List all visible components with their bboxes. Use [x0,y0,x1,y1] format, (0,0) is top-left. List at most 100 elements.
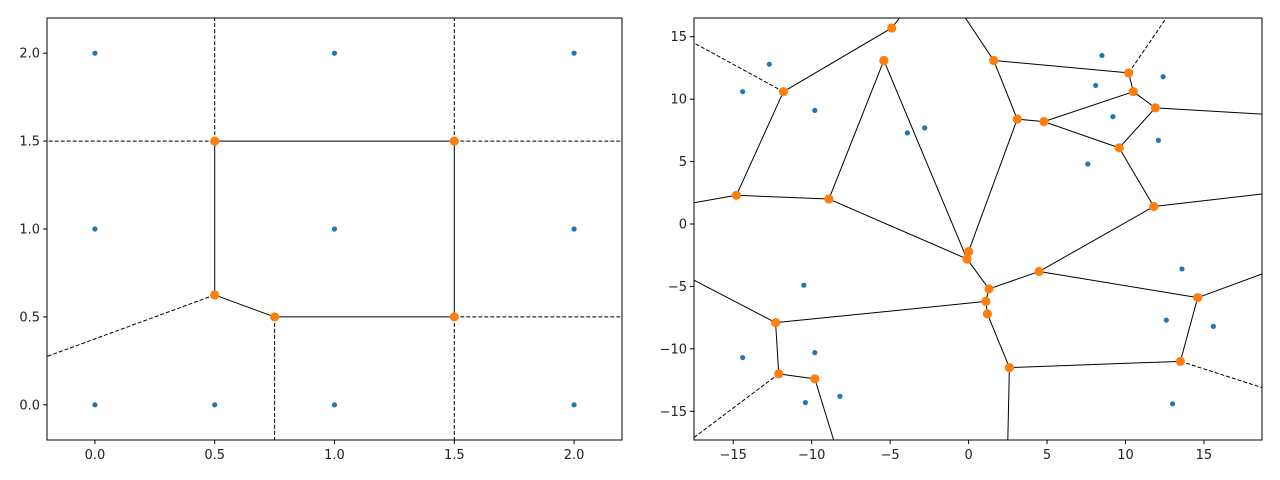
input-point [922,125,928,131]
y-tick-label: −10 [660,342,687,357]
input-point [1085,161,1091,167]
voronoi-vertex [1012,114,1022,124]
input-point [212,402,218,408]
voronoi-vertex [824,194,834,204]
x-tick-label: 0.5 [204,448,225,463]
finite-ridge [1179,297,1199,362]
infinite-ridge [1180,360,1262,389]
voronoi-vertex [963,246,974,257]
y-tick-label: 1.0 [19,223,40,238]
voronoi-vertex [810,374,820,384]
voronoi-vertex [1114,143,1124,153]
input-point [904,130,910,136]
input-point [1163,317,1169,323]
voronoi-vertex [1039,117,1049,127]
input-point [812,107,818,113]
input-point [802,399,809,406]
voronoi-vertex [989,55,999,66]
finite-ridge [968,118,1018,252]
x-tick-label: 15 [1196,448,1213,463]
voronoi-vertex [449,136,459,146]
voronoi-vertex [1175,356,1186,366]
input-point [812,350,818,356]
finite-ridge [1043,91,1134,123]
y-tick-label: 1.5 [19,135,40,150]
finite-ridge [1007,367,1010,440]
y-tick-label: 10 [670,93,687,108]
finite-ridge [814,378,835,440]
voronoi-vertex [1150,103,1160,113]
finite-ridge [1118,147,1155,207]
input-point [1099,52,1105,59]
x-tick-label: −15 [720,448,747,463]
x-tick-label: 10 [1117,448,1134,463]
x-tick-label: 1.0 [324,448,345,463]
finite-ridge [778,373,815,380]
finite-ridge [986,313,1010,368]
left-voronoi-panel: 0.0 0.5 1.0 1.5 2.0 0.0 0.5 1.0 1.5 2.0 [19,17,623,463]
input-point [92,226,98,232]
input-point [837,393,843,399]
finite-ridge [214,294,275,318]
input-point [1110,114,1116,120]
input-point [331,402,338,408]
y-tick-label: 15 [670,30,687,45]
plot-frame [693,17,1263,441]
finite-ridge [736,194,829,200]
voronoi-vertex [879,55,889,66]
voronoi-vertex [984,284,994,294]
input-point [740,89,746,95]
finite-ridge [694,194,737,204]
input-point [1155,137,1162,143]
right-voronoi-panel: −15 −10 −5 0 5 10 15 −15 −10 −5 0 5 10 15 [660,17,1263,463]
finite-ridge [783,27,892,93]
voronoi-vertex [778,87,789,97]
input-point [1179,266,1185,272]
y-tick-label: −15 [660,405,687,420]
voronoi-vertex [731,190,741,200]
voronoi-vertex [1004,362,1014,373]
voronoi-vertex [449,312,459,322]
voronoi-vertex [1128,87,1138,97]
finite-ridge [966,258,990,290]
plot-area [47,18,622,440]
input-point [1210,323,1216,329]
infinite-ridge [694,42,784,93]
input-point [766,61,772,67]
input-point [92,402,98,408]
input-point [331,50,338,56]
finite-ridge [1009,360,1181,369]
input-point [571,226,577,232]
finite-ridge [965,18,995,61]
y-tick-label: −5 [668,280,687,295]
voronoi-vertex [1034,266,1044,277]
voronoi-vertex [887,23,897,33]
input-point [740,354,746,361]
infinite-ridge [1128,18,1167,74]
voronoi-vertex [1193,293,1203,303]
finite-ridge [1118,107,1156,149]
finite-ridge [1197,273,1262,299]
finite-ridge [828,198,968,260]
finite-ridge [993,59,1129,74]
voronoi-vertex [1124,68,1134,78]
x-tick-label: −10 [798,448,825,463]
finite-ridge [775,322,780,374]
voronoi-vertex [770,318,781,328]
x-tick-label: 5 [1043,448,1051,463]
x-tick-label: 2.0 [564,448,585,463]
finite-ridge [735,91,784,196]
finite-ridge [1043,121,1120,149]
x-tick-label: 0 [964,448,972,463]
input-point [1160,74,1166,80]
finite-ridge [828,60,885,200]
input-point [1093,82,1099,89]
input-point [1169,401,1176,407]
voronoi-vertex [210,290,220,300]
finite-ridge [883,60,968,260]
y-tick-label: 0.5 [19,310,40,325]
finite-ridge [988,270,1040,290]
finite-ridge [694,279,776,324]
